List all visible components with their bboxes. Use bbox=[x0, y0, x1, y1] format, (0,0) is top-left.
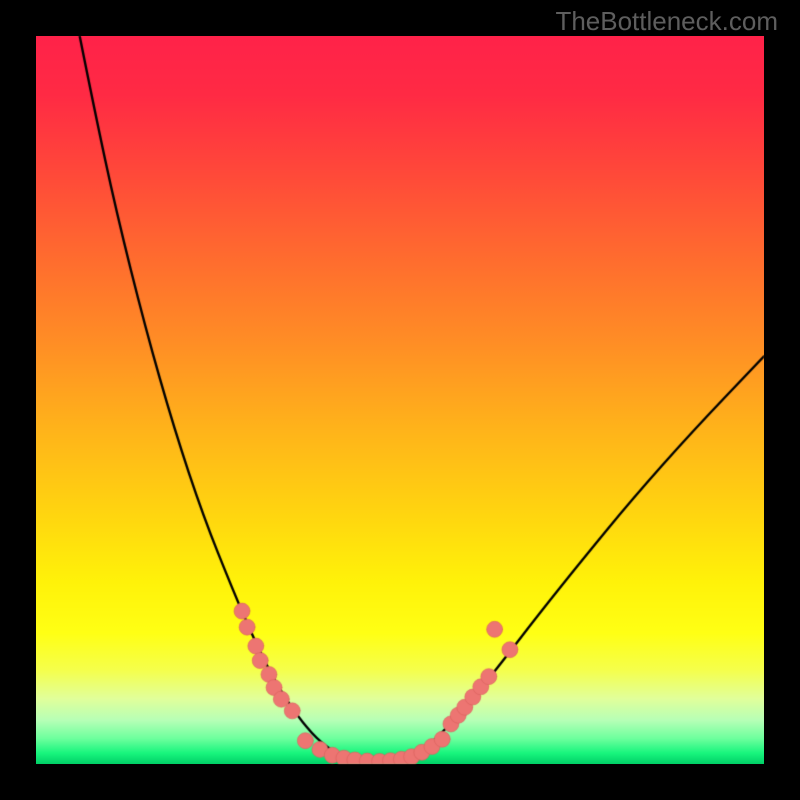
chart-stage: TheBottleneck.com bbox=[0, 0, 800, 800]
curve-canvas bbox=[0, 0, 800, 800]
watermark-text: TheBottleneck.com bbox=[555, 6, 778, 37]
